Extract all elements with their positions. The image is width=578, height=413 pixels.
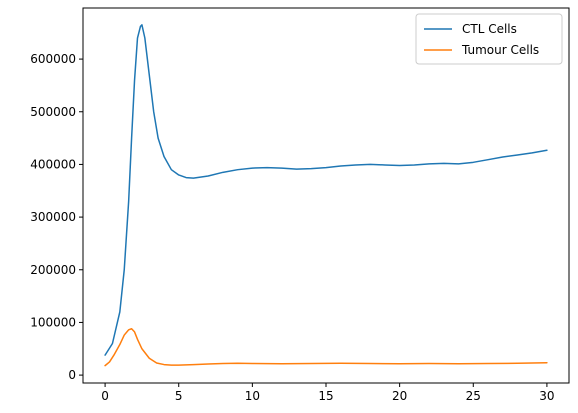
series-line-1: [104, 24, 548, 356]
x-tick-label: 0: [101, 389, 109, 403]
x-tick-label: 30: [539, 389, 554, 403]
plot-frame: [82, 7, 570, 384]
x-tick-label: 15: [318, 389, 333, 403]
y-tick-label: 500000: [30, 105, 76, 119]
x-tick-label: 10: [245, 389, 260, 403]
y-tick-label: 400000: [30, 157, 76, 171]
y-tick-label: 0: [68, 368, 76, 382]
plot-area: [83, 8, 569, 383]
y-tick-label: 300000: [30, 210, 76, 224]
legend: CTL Cells Tumour Cells: [415, 13, 563, 65]
ticks-layer: 0 5 10 15 20 25 30 0 100000 200000 300000 400000 500…: [30, 52, 554, 403]
y-tick-label: 600000: [30, 52, 76, 66]
x-tick-label: 5: [175, 389, 183, 403]
legend-label-1: CTL Cells: [462, 22, 517, 36]
y-tick-label: 100000: [30, 315, 76, 329]
x-tick-label: 25: [466, 389, 481, 403]
y-tick-label: 200000: [30, 263, 76, 277]
series-layer: [104, 24, 548, 367]
x-tick-label: 20: [392, 389, 407, 403]
legend-box: [415, 13, 563, 65]
series-line-2: [104, 328, 548, 367]
legend-label-2: Tumour Cells: [461, 43, 539, 57]
